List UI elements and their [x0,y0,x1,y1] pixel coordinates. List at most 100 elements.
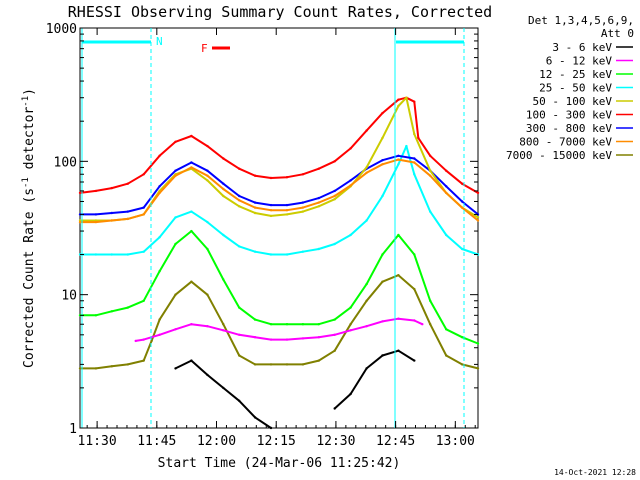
data-point [190,161,193,164]
data-point [110,365,114,368]
data-point [206,293,209,296]
data-point [381,354,384,357]
data-point [253,201,257,204]
data-point [78,191,82,195]
data-point [174,328,177,331]
data-point [126,182,129,185]
data-point [445,328,448,331]
data-point [269,253,273,256]
data-point [94,189,98,193]
data-point [94,220,98,224]
y-label-sup-1: -1 [21,177,31,188]
y-label-mid: detector [22,107,37,178]
data-point [301,173,305,176]
data-point [190,134,193,138]
data-point [381,253,384,256]
data-point [333,160,336,163]
data-point [349,306,352,309]
data-point [413,100,416,103]
data-point [445,233,448,237]
data-point [381,280,384,283]
series-line-6 [80,154,479,216]
data-point [333,242,336,246]
legend-label: 100 - 300 keV [526,109,612,122]
data-point [476,216,480,219]
data-point [174,174,177,177]
y-tick-label: 1 [69,422,77,437]
data-point [285,209,289,212]
data-point [417,136,420,140]
data-point [269,363,273,366]
data-point [206,220,209,224]
data-point [190,166,193,169]
data-point [190,359,193,362]
data-point [413,253,416,256]
data-point [269,214,273,218]
data-point [94,314,98,317]
data-point [413,173,416,176]
f-flag-label: F [201,42,208,55]
data-point [317,201,320,204]
data-point [365,299,368,302]
legend-label: 6 - 12 keV [546,55,613,68]
data-point [253,318,257,321]
data-point [317,336,320,339]
data-point [285,213,289,216]
series-line-4 [80,96,479,222]
data-point [397,98,400,101]
data-point [174,140,177,143]
legend-label: 3 - 6 keV [552,41,612,54]
y-tick-label: 100 [54,155,77,170]
x-tick-label: 11:30 [78,434,117,449]
data-point [460,247,464,251]
data-point [317,247,320,251]
data-point [110,219,114,222]
data-point [142,173,145,176]
data-point [413,157,416,160]
data-point [238,199,241,202]
data-point [158,333,161,336]
data-point [269,209,273,212]
data-point [222,233,225,237]
data-point [158,154,161,157]
y-label-end: ) [22,88,37,96]
data-point [126,306,129,309]
data-point [405,96,408,99]
data-point [421,323,424,326]
data-point [397,274,400,277]
data-curves [78,96,480,430]
data-point [206,179,209,182]
data-point [413,359,416,362]
data-point [349,179,352,182]
data-point [174,216,177,219]
data-point [301,210,305,213]
data-point [222,187,225,191]
data-point [397,163,400,166]
legend-header-2: Att 0 [601,27,634,40]
data-point [317,205,320,208]
data-point [476,342,480,345]
overlays: N F [81,28,465,428]
data-point [206,174,209,177]
data-point [317,323,320,326]
data-point [301,201,305,204]
n-flag-label: N [156,35,163,48]
data-point [349,147,352,150]
data-point [238,205,241,208]
data-point [429,299,432,302]
data-point [174,293,177,296]
data-point [301,206,305,209]
data-point [301,323,305,326]
data-point [110,253,114,256]
y-axis-label: Corrected Count Rate (s-1 detector-1) [21,88,37,368]
x-axis: 11:30 11:45 12:00 12:15 12:30 12:45 13:00 [78,28,476,449]
data-point [349,233,352,237]
x-tick-label: 12:45 [376,434,415,449]
data-point [238,306,241,309]
data-point [349,323,352,326]
data-point [134,339,137,343]
data-point [333,194,336,198]
data-point [333,333,336,336]
data-point [78,367,82,370]
data-point [413,319,416,322]
